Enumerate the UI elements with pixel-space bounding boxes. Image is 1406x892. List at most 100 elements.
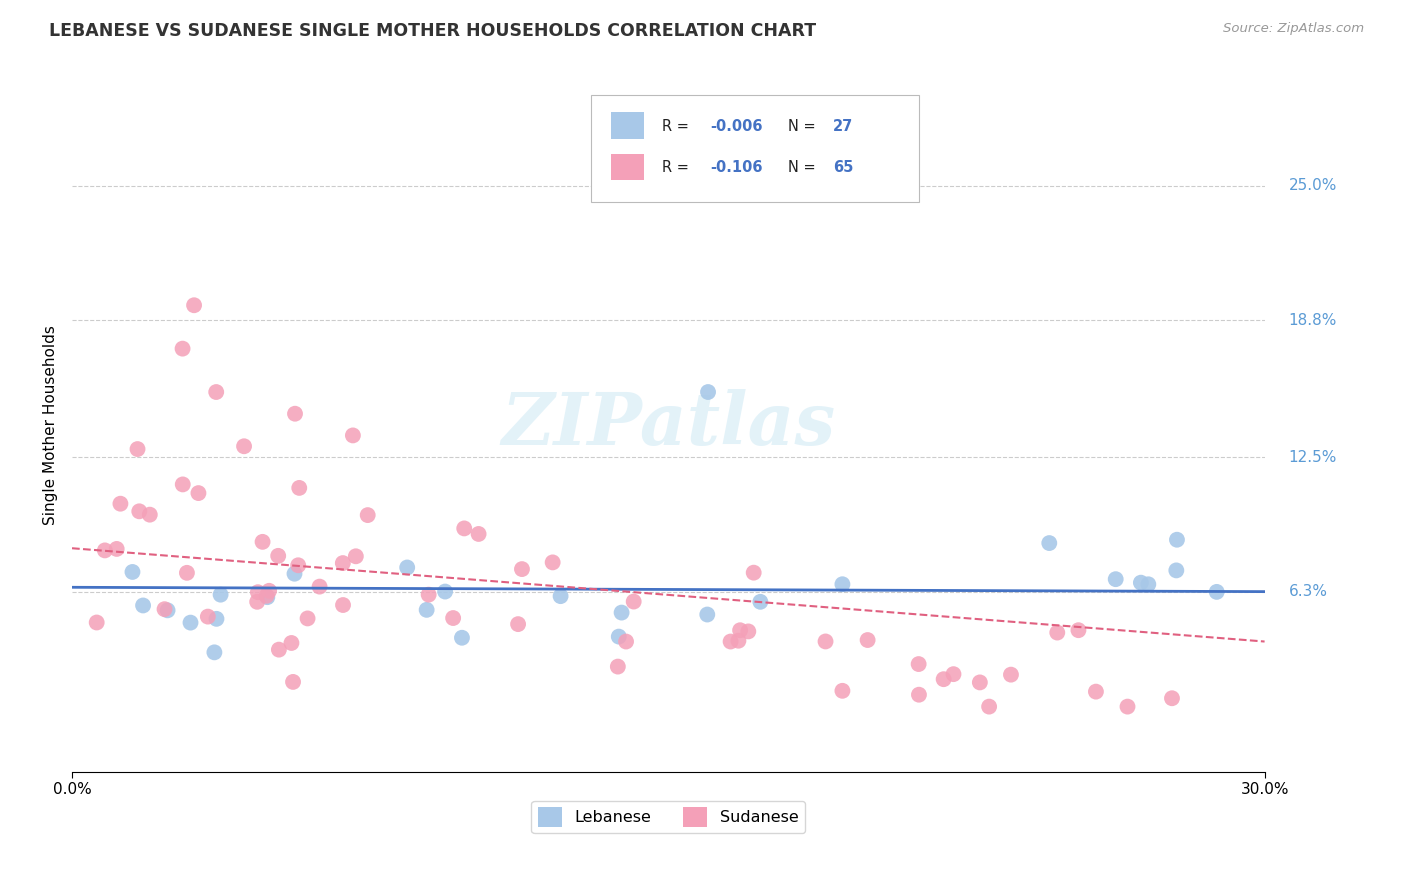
Point [1129, 575, 1152, 590]
Bar [612, 153, 644, 180]
Point [453, 521, 475, 535]
Point [415, 603, 437, 617]
FancyBboxPatch shape [591, 95, 918, 202]
Text: Source: ZipAtlas.com: Source: ZipAtlas.com [1223, 22, 1364, 36]
Point [623, 594, 645, 608]
Legend: Lebanese, Sudanese: Lebanese, Sudanese [531, 801, 806, 833]
Point [614, 634, 637, 648]
Point [94, 543, 117, 558]
Point [197, 609, 219, 624]
Text: -0.006: -0.006 [710, 119, 762, 134]
Text: 25.0%: 25.0% [1288, 178, 1337, 194]
Point [1000, 667, 1022, 681]
Point [288, 481, 311, 495]
Point [256, 590, 278, 604]
Point [1205, 585, 1227, 599]
Point [132, 599, 155, 613]
Point [1084, 684, 1107, 698]
Point [742, 566, 765, 580]
Point [357, 508, 380, 522]
Point [283, 566, 305, 581]
Point [332, 598, 354, 612]
Point [105, 541, 128, 556]
Point [856, 633, 879, 648]
Point [696, 607, 718, 622]
Point [297, 611, 319, 625]
Text: 65: 65 [832, 161, 853, 175]
Point [728, 624, 751, 638]
Point [205, 384, 228, 399]
Text: LEBANESE VS SUDANESE SINGLE MOTHER HOUSEHOLDS CORRELATION CHART: LEBANESE VS SUDANESE SINGLE MOTHER HOUSE… [49, 22, 817, 40]
Point [172, 477, 194, 491]
Point [128, 504, 150, 518]
Text: -0.106: -0.106 [710, 161, 762, 175]
Point [550, 589, 572, 603]
Point [434, 584, 457, 599]
Point [183, 298, 205, 312]
Point [257, 583, 280, 598]
Point [749, 595, 772, 609]
Point [1161, 691, 1184, 706]
Point [1166, 533, 1188, 547]
Point [110, 497, 132, 511]
Point [202, 645, 225, 659]
Point [467, 527, 489, 541]
Text: 18.8%: 18.8% [1288, 313, 1337, 328]
Point [606, 659, 628, 673]
Point [1116, 699, 1139, 714]
Point [610, 606, 633, 620]
Point [697, 384, 720, 399]
Point [908, 688, 931, 702]
Point [342, 428, 364, 442]
Point [246, 585, 269, 599]
Point [256, 589, 278, 603]
Point [541, 555, 564, 569]
Text: R =: R = [662, 161, 689, 175]
Point [205, 612, 228, 626]
Point [153, 602, 176, 616]
Point [831, 683, 853, 698]
Point [176, 566, 198, 580]
Point [284, 407, 307, 421]
Point [1105, 572, 1128, 586]
Point [1137, 577, 1160, 591]
Point [187, 486, 209, 500]
Point [907, 657, 929, 671]
Point [308, 580, 330, 594]
Bar [612, 112, 644, 138]
Point [344, 549, 367, 564]
Point [1166, 563, 1188, 577]
Point [1046, 625, 1069, 640]
Text: 12.5%: 12.5% [1288, 450, 1337, 465]
Point [172, 342, 194, 356]
Point [267, 642, 290, 657]
Point [979, 699, 1001, 714]
Point [252, 534, 274, 549]
Point [418, 588, 440, 602]
Point [451, 631, 474, 645]
Point [969, 675, 991, 690]
Point [332, 556, 354, 570]
Point [280, 636, 302, 650]
Point [267, 549, 290, 563]
Point [86, 615, 108, 630]
Text: 27: 27 [832, 119, 853, 134]
Point [246, 595, 269, 609]
Point [209, 588, 232, 602]
Point [441, 611, 464, 625]
Point [607, 630, 630, 644]
Point [831, 577, 853, 591]
Point [720, 634, 742, 648]
Point [942, 667, 965, 681]
Point [156, 603, 179, 617]
Point [506, 617, 529, 632]
Point [510, 562, 533, 576]
Text: ZIPatlas: ZIPatlas [501, 389, 835, 460]
Point [727, 633, 749, 648]
Point [932, 672, 955, 686]
Point [1038, 536, 1060, 550]
Point [121, 565, 143, 579]
Text: 6.3%: 6.3% [1288, 584, 1327, 599]
Text: N =: N = [787, 119, 815, 134]
Point [233, 439, 256, 453]
